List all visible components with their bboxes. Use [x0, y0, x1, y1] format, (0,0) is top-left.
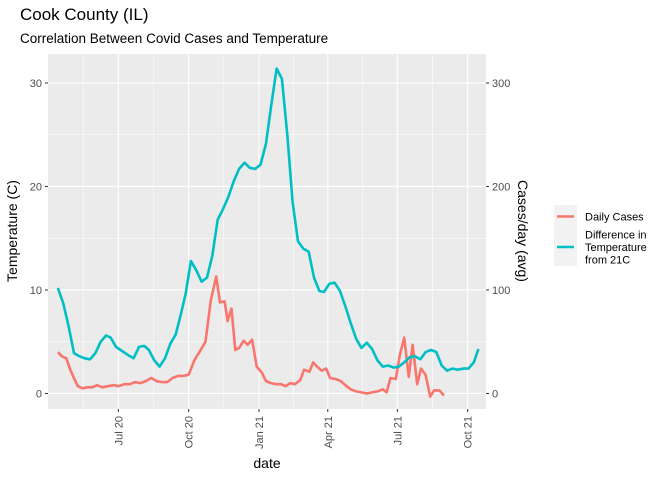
chart-subtitle: Correlation Between Covid Cases and Temp… [20, 31, 328, 46]
legend-label: from 21C [585, 255, 630, 267]
x-axis: Jul 20 Oct 20 Jan 21 Apr 21 Jul 21 Oct 21 [113, 409, 475, 449]
series-line-daily-cases [56, 275, 445, 398]
chart-title: Cook County (IL) [20, 5, 149, 24]
right-axis: 0 100 200 300 [486, 78, 510, 400]
legend-label: Difference in [585, 230, 647, 242]
x-tick-label: Jul 21 [392, 416, 404, 445]
y-right-tick-label: 0 [492, 388, 498, 400]
x-tick-label: Apr 21 [323, 416, 335, 448]
series-lines [56, 67, 480, 398]
legend-label: Temperature [585, 242, 647, 254]
y-right-tick-label: 200 [492, 181, 510, 193]
legend-label: Daily Cases [585, 212, 644, 224]
y-left-tick-label: 10 [30, 285, 42, 297]
left-axis: 0 10 20 30 [30, 78, 48, 400]
y-axis-left-title: Temperature (C) [4, 180, 20, 282]
x-tick-label: Jan 21 [254, 416, 266, 449]
y-left-tick-label: 30 [30, 78, 42, 90]
plot-panel [48, 54, 486, 409]
x-tick-label: Jul 20 [113, 416, 125, 445]
major-gridlines [48, 54, 486, 409]
y-right-tick-label: 100 [492, 285, 510, 297]
y-left-tick-label: 20 [30, 181, 42, 193]
y-axis-right-title: Cases/day (avg) [515, 180, 531, 282]
x-tick-label: Oct 21 [463, 416, 475, 448]
x-tick-label: Oct 20 [184, 416, 196, 448]
x-axis-title: date [253, 455, 280, 471]
series-line-temperature-difference [56, 67, 480, 373]
y-left-tick-label: 0 [36, 388, 42, 400]
legend: Daily Cases Difference inTemperaturefrom … [554, 205, 647, 267]
y-right-tick-label: 300 [492, 78, 510, 90]
